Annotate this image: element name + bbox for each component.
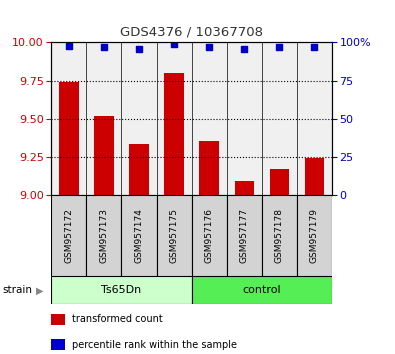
Bar xyxy=(122,195,156,276)
Point xyxy=(66,43,72,48)
Bar xyxy=(94,115,114,195)
Text: strain: strain xyxy=(2,285,32,295)
Point xyxy=(136,46,142,51)
Bar xyxy=(156,195,192,276)
Bar xyxy=(51,314,65,325)
Text: GSM957178: GSM957178 xyxy=(275,208,284,263)
Bar xyxy=(199,142,219,195)
Text: GSM957175: GSM957175 xyxy=(169,208,179,263)
Bar xyxy=(192,195,227,276)
Text: GSM957174: GSM957174 xyxy=(134,208,143,263)
Bar xyxy=(59,82,79,195)
Text: GSM957179: GSM957179 xyxy=(310,208,319,263)
Bar xyxy=(297,195,332,276)
Bar xyxy=(51,276,192,304)
Bar xyxy=(261,195,297,276)
Point xyxy=(101,44,107,50)
Bar xyxy=(51,339,65,350)
Bar xyxy=(235,181,254,195)
Bar xyxy=(129,144,149,195)
Bar xyxy=(192,276,332,304)
Point xyxy=(311,44,318,50)
Bar xyxy=(51,195,87,276)
Text: percentile rank within the sample: percentile rank within the sample xyxy=(72,340,237,350)
Text: GSM957176: GSM957176 xyxy=(205,208,214,263)
Bar xyxy=(164,73,184,195)
Text: control: control xyxy=(243,285,281,295)
Point xyxy=(241,46,247,51)
Text: ▶: ▶ xyxy=(36,285,44,295)
Title: GDS4376 / 10367708: GDS4376 / 10367708 xyxy=(120,25,263,39)
Bar xyxy=(87,195,122,276)
Point xyxy=(171,41,177,47)
Bar xyxy=(305,158,324,195)
Point xyxy=(206,44,212,50)
Bar xyxy=(269,169,289,195)
Text: Ts65Dn: Ts65Dn xyxy=(102,285,141,295)
Text: transformed count: transformed count xyxy=(72,314,163,325)
Text: GSM957173: GSM957173 xyxy=(100,208,109,263)
Point xyxy=(276,44,282,50)
Text: GSM957177: GSM957177 xyxy=(240,208,249,263)
Text: GSM957172: GSM957172 xyxy=(64,208,73,263)
Bar xyxy=(227,195,261,276)
